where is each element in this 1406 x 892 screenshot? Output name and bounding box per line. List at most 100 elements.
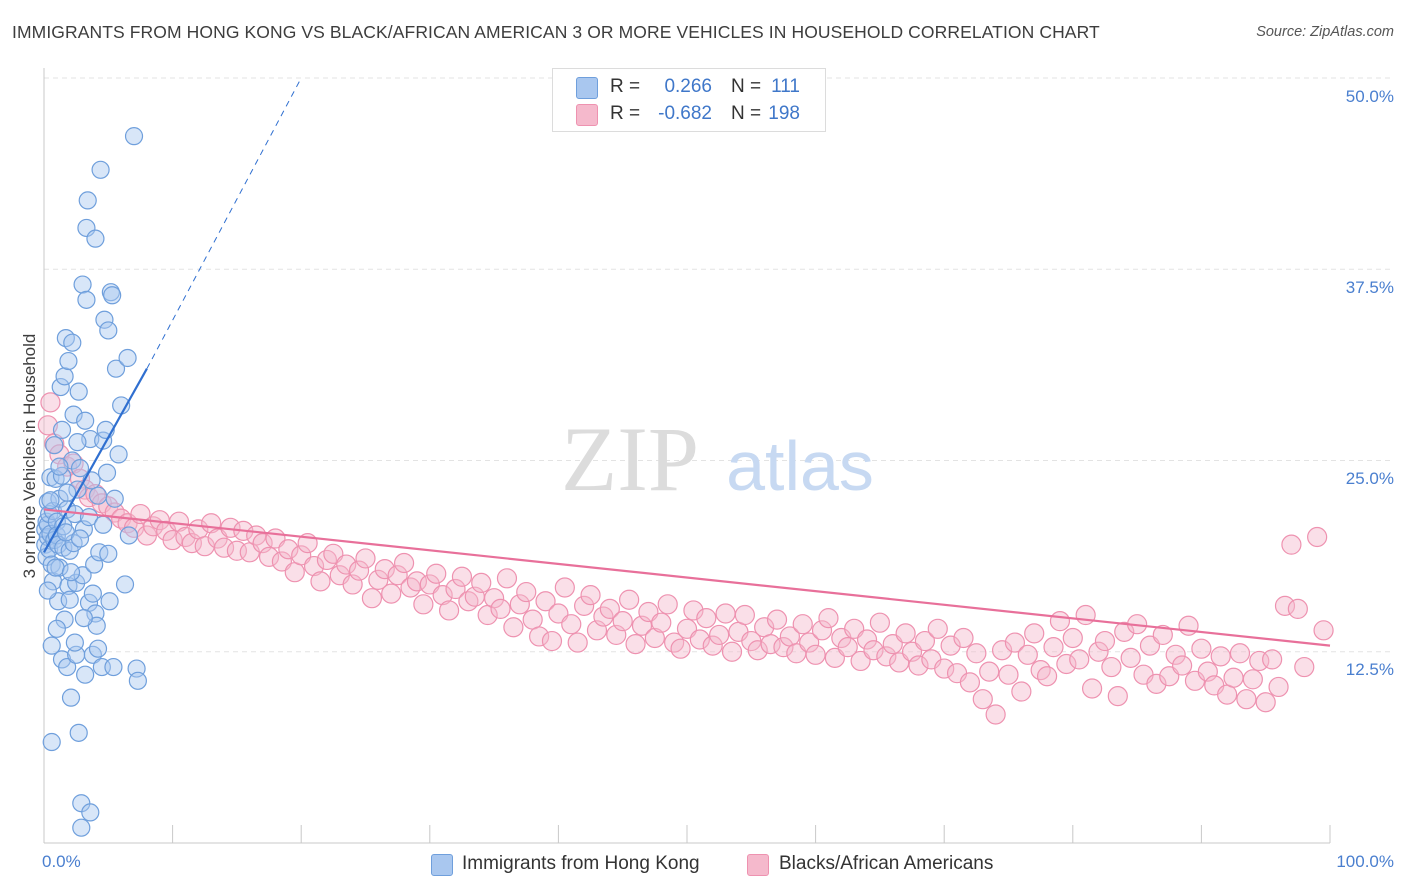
scatter-point-blacks xyxy=(509,594,530,615)
scatter-point-hongkong xyxy=(94,515,113,534)
scatter-point-blacks xyxy=(574,595,595,616)
scatter-point-blacks xyxy=(316,549,338,571)
scatter-point-blacks xyxy=(400,577,421,598)
scatter-point-blacks xyxy=(490,598,511,620)
scatter-point-blacks xyxy=(432,585,453,606)
scatter-point-blacks xyxy=(979,661,1000,682)
scatter-point-blacks xyxy=(715,603,736,624)
scatter-point-blacks xyxy=(876,646,897,667)
scatter-point-hongkong xyxy=(81,803,100,822)
scatter-point-blacks xyxy=(567,632,588,653)
scatter-point-blacks xyxy=(381,583,402,604)
scatter-point-blacks xyxy=(258,546,280,567)
scatter-point-hongkong xyxy=(103,286,122,305)
scatter-point-blacks xyxy=(908,655,929,676)
n-label: N = xyxy=(731,76,762,97)
x-tick-label: 0.0% xyxy=(42,852,81,871)
scatter-point-hongkong xyxy=(42,732,61,752)
scatter-point-blacks xyxy=(535,591,556,612)
trend-line-hongkong xyxy=(43,368,148,553)
scatter-point-blacks xyxy=(644,627,665,649)
scatter-point-hongkong xyxy=(95,310,114,329)
scatter-point-blacks xyxy=(348,560,370,581)
scatter-point-blacks xyxy=(561,614,582,635)
scatter-point-hongkong xyxy=(64,405,83,424)
legend-label-blacks: Blacks/African Americans xyxy=(779,853,994,874)
scatter-point-blacks xyxy=(213,537,235,558)
scatter-point-blacks xyxy=(811,620,833,641)
scatter-point-blacks xyxy=(1255,692,1276,713)
scatter-point-blacks xyxy=(1146,673,1167,694)
scatter-point-blacks xyxy=(895,623,916,644)
scatter-point-blacks xyxy=(471,572,492,594)
scatter-point-blacks xyxy=(696,607,717,629)
scatter-point-blacks xyxy=(818,607,839,629)
scatter-point-hongkong xyxy=(38,581,57,600)
scatter-point-blacks xyxy=(760,633,781,655)
scatter-point-blacks xyxy=(856,629,878,650)
scatter-point-blacks xyxy=(426,563,447,584)
scatter-point-blacks xyxy=(175,526,196,548)
scatter-point-blacks xyxy=(1043,637,1064,658)
scatter-point-hongkong xyxy=(69,382,88,401)
scatter-point-blacks xyxy=(1223,667,1244,688)
scatter-point-blacks xyxy=(1107,686,1128,707)
scatter-point-blacks xyxy=(869,612,891,633)
scatter-point-blacks xyxy=(496,568,518,589)
scatter-point-hongkong xyxy=(70,529,90,548)
scatter-point-blacks xyxy=(1088,641,1109,662)
scatter-point-hongkong xyxy=(76,411,95,430)
scatter-point-blacks xyxy=(516,581,537,603)
scatter-point-blacks xyxy=(445,578,466,600)
scatter-point-blacks xyxy=(374,559,395,580)
legend-swatch-hongkong xyxy=(576,77,598,99)
scatter-point-hongkong xyxy=(118,348,137,368)
scatter-point-hongkong xyxy=(73,275,92,294)
scatter-point-hongkong xyxy=(109,445,128,464)
scatter-point-hongkong xyxy=(88,486,108,505)
scatter-point-hongkong xyxy=(88,639,108,658)
scatter-point-hongkong xyxy=(50,457,69,476)
scatter-point-blacks xyxy=(1036,666,1058,687)
scatter-point-blacks xyxy=(619,589,640,610)
scatter-point-blacks xyxy=(805,644,826,665)
scatter-point-blacks xyxy=(773,637,794,658)
scatter-point-hongkong xyxy=(55,367,74,386)
scatter-point-blacks xyxy=(580,585,601,606)
scatter-point-hongkong xyxy=(56,329,75,348)
scatter-point-blacks xyxy=(625,633,646,655)
legend-swatch-blacks xyxy=(747,854,769,876)
x-tick-label: 100.0% xyxy=(1336,852,1394,871)
scatter-point-blacks xyxy=(310,571,331,592)
scatter-point-hongkong xyxy=(128,671,147,690)
scatter-point-hongkong xyxy=(40,540,59,559)
n-value: 111 xyxy=(771,76,800,97)
scatter-point-blacks xyxy=(1274,595,1296,616)
scatter-point-blacks xyxy=(1152,624,1173,646)
r-value: -0.682 xyxy=(658,103,712,124)
y-tick-label: 37.5% xyxy=(1345,278,1394,297)
scatter-point-blacks xyxy=(336,554,357,575)
scatter-point-blacks xyxy=(406,571,428,592)
scatter-point-blacks xyxy=(1229,643,1251,664)
scatter-point-blacks xyxy=(1114,621,1135,642)
scatter-point-hongkong xyxy=(61,688,81,707)
scatter-point-blacks xyxy=(657,594,678,615)
scatter-point-blacks xyxy=(837,637,858,658)
scatter-point-blacks xyxy=(484,588,505,609)
scatter-point-hongkong xyxy=(101,283,120,302)
scatter-point-blacks xyxy=(355,548,376,569)
scatter-point-hongkong xyxy=(60,590,79,609)
scatter-point-blacks xyxy=(1056,653,1077,675)
series-blacks-points xyxy=(37,392,1334,725)
trend-line-blacks xyxy=(43,508,1331,647)
scatter-point-blacks xyxy=(766,609,788,630)
scatter-point-blacks xyxy=(1030,660,1051,681)
stats-legend-row-hongkong: R = 0.266 N = 111 xyxy=(553,74,825,100)
scatter-point-hongkong xyxy=(90,543,109,562)
n-label: N = xyxy=(731,103,762,124)
r-label: R = xyxy=(610,103,641,124)
scatter-point-hongkong xyxy=(45,436,64,455)
y-tick-label: 25.0% xyxy=(1345,469,1394,488)
scatter-point-hongkong xyxy=(58,483,77,502)
